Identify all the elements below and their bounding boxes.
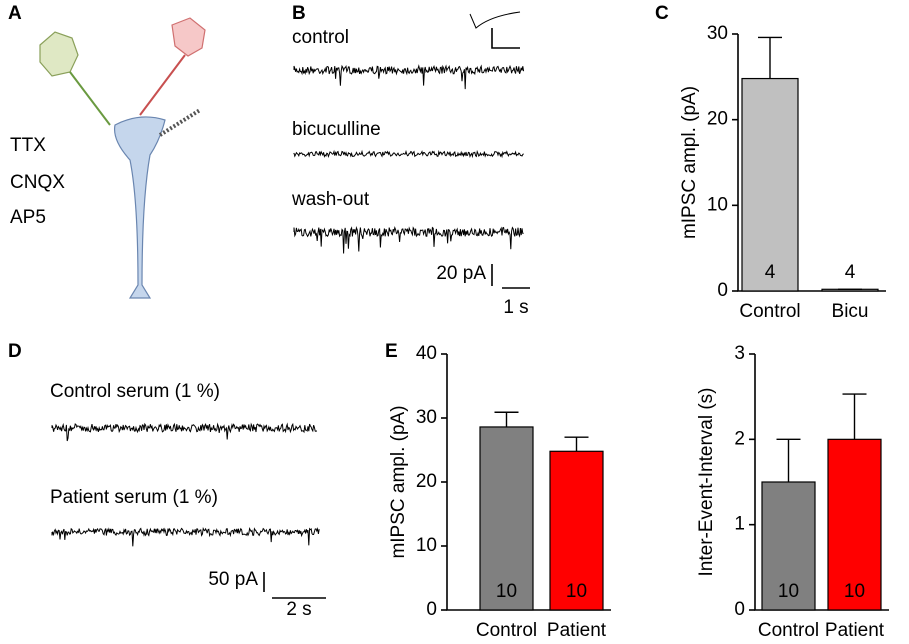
error-bar — [564, 436, 589, 452]
scale-label: 2 s — [286, 599, 311, 620]
drug-label: AP5 — [10, 207, 46, 228]
scale-label: 1 s — [503, 297, 528, 318]
error-bar — [776, 438, 801, 482]
y-tick-label: 30 — [416, 407, 437, 428]
y-tick-label: 0 — [717, 280, 728, 301]
current-trace — [293, 225, 524, 254]
y-tick-label: 40 — [416, 343, 437, 364]
y-tick-label: 10 — [707, 194, 728, 215]
drug-label: TTX — [10, 135, 46, 156]
x-tick-label: Patient — [825, 620, 885, 641]
n-label: 10 — [496, 581, 517, 602]
trace-label: wash-out — [291, 189, 370, 210]
y-tick-label: 2 — [734, 428, 745, 449]
x-tick-label: Control — [758, 620, 819, 641]
n-label: 10 — [844, 581, 865, 602]
y-tick-label: 20 — [416, 471, 437, 492]
y-tick-label: 3 — [734, 343, 745, 364]
y-tick-label: 20 — [707, 109, 728, 130]
bar — [479, 426, 534, 611]
bar — [761, 481, 816, 611]
x-tick-label: Bicu — [832, 301, 869, 322]
panel-label: E — [385, 341, 398, 362]
drug-label: CNQX — [10, 172, 65, 193]
y-axis-label: mIPSC ampl. (pA) — [679, 86, 700, 239]
scale-bar — [491, 28, 520, 49]
scale-bar — [491, 264, 530, 289]
current-trace — [293, 149, 524, 159]
trace-label: control — [292, 27, 349, 48]
neuron-diagram — [39, 17, 206, 299]
n-label: 4 — [845, 262, 856, 283]
n-label: 10 — [566, 581, 587, 602]
y-tick-label: 0 — [734, 599, 745, 620]
panel-label: A — [8, 3, 22, 24]
current-trace — [51, 422, 318, 442]
bar — [827, 438, 882, 611]
y-tick-label: 1 — [734, 514, 745, 535]
y-tick-label: 10 — [416, 535, 437, 556]
error-bar — [494, 411, 519, 427]
y-axis-label: mIPSC ampl. (pA) — [388, 405, 409, 558]
y-tick-label: 0 — [426, 599, 437, 620]
y-axis-label: Inter-Event-Interval (s) — [696, 388, 717, 577]
panel-label: C — [655, 3, 669, 24]
n-label: 10 — [778, 581, 799, 602]
y-tick-label: 30 — [707, 23, 728, 44]
scale-label: 20 pA — [436, 263, 486, 284]
trace-label: Patient serum (1 %) — [50, 487, 218, 508]
n-label: 4 — [765, 262, 776, 283]
panel-label: B — [292, 3, 306, 24]
scale-bar — [263, 572, 326, 599]
current-trace — [293, 64, 525, 90]
trace-label: bicuculline — [292, 119, 381, 140]
bar — [741, 77, 799, 292]
x-tick-label: Control — [476, 620, 537, 641]
current-trace — [51, 527, 320, 547]
error-bar — [758, 36, 782, 79]
scale-label: 50 pA — [208, 569, 258, 590]
bar — [549, 450, 604, 611]
panel-label: D — [8, 341, 22, 362]
x-tick-label: Patient — [547, 620, 607, 641]
x-tick-label: Control — [739, 301, 800, 322]
trace-label: Control serum (1 %) — [50, 381, 220, 402]
inset-trace — [469, 11, 521, 29]
error-bar — [842, 393, 867, 440]
